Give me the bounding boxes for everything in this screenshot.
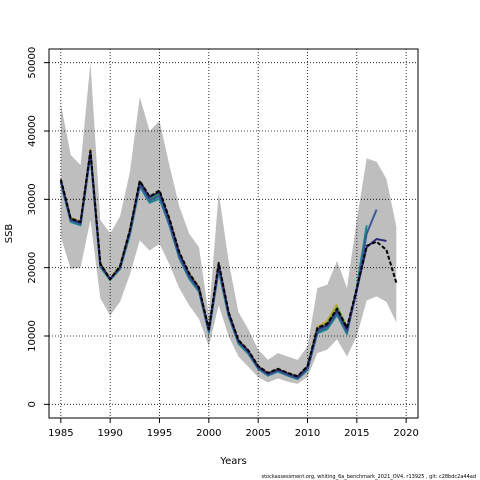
- y-tick-label: 50000: [27, 47, 38, 79]
- x-tick-label: 2000: [196, 428, 221, 439]
- confidence-band: [60, 62, 397, 384]
- plot-frame: [48, 48, 419, 419]
- footnote: stockassessment.org, whiting_6a_benchmar…: [261, 474, 476, 480]
- x-tick-label: 1990: [97, 428, 122, 439]
- y-tick-label: 40000: [27, 115, 38, 147]
- confidence-band-layer: [60, 62, 397, 384]
- x-tick-label: 2010: [295, 428, 320, 439]
- x-tick-label: 1985: [48, 428, 73, 439]
- y-tick-label: 0: [27, 401, 38, 407]
- axis-layer: 1985 1990 1995 2000 2005 2010 2015 2020 0 10000 20…: [27, 47, 419, 439]
- y-tick-label: 10000: [27, 320, 38, 352]
- base-series-line: [59, 149, 398, 378]
- x-axis-title: Years: [219, 456, 246, 467]
- x-tick-label: 1995: [147, 428, 172, 439]
- x-tick-label: 2015: [344, 428, 369, 439]
- y-tick-label: 30000: [27, 183, 38, 215]
- y-axis-title: SSB: [4, 224, 15, 244]
- y-tick-label: 20000: [27, 252, 38, 284]
- series-layer: [59, 148, 398, 381]
- x-tick-label: 2020: [393, 428, 418, 439]
- x-tick-label: 2005: [245, 428, 270, 439]
